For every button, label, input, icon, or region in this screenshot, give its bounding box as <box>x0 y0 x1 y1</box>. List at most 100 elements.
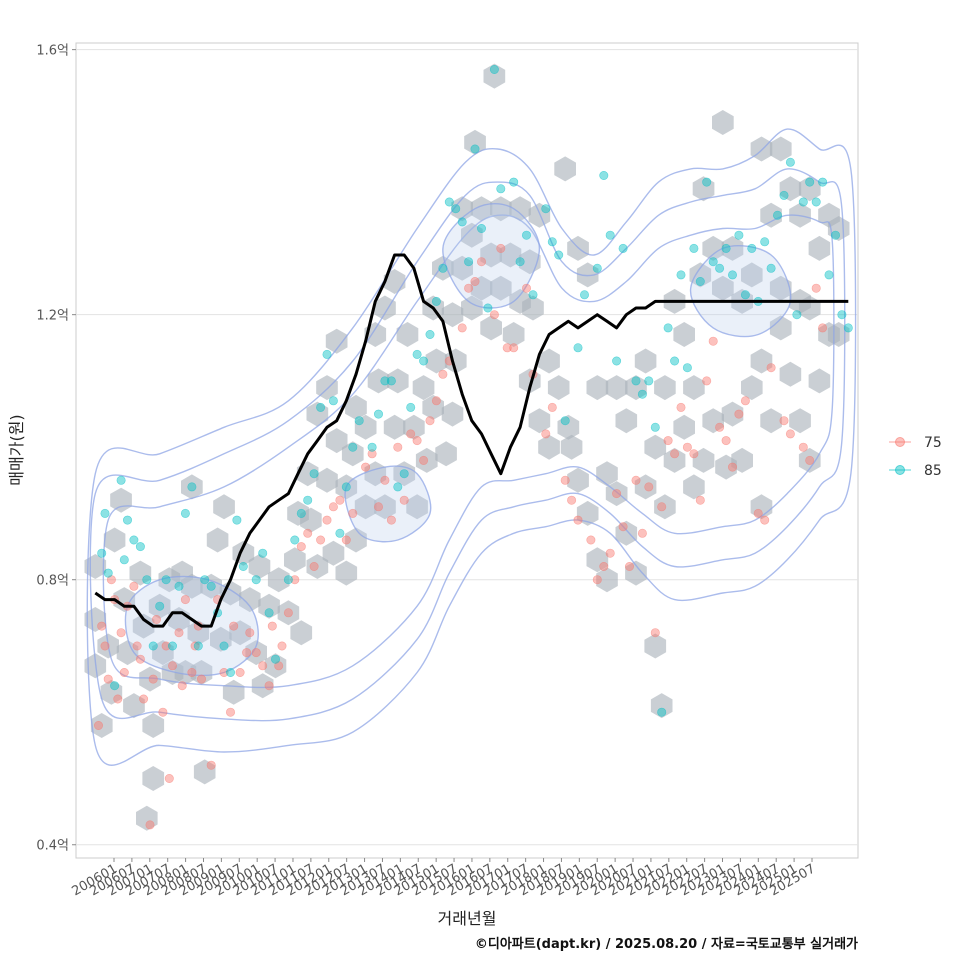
hexbin-cell <box>345 394 367 420</box>
scatter-point-85 <box>772 210 782 220</box>
hexbin-cell <box>461 295 483 321</box>
hexbin-cell <box>721 235 744 261</box>
hexbin-cell <box>354 494 377 520</box>
hexbin-cell <box>322 540 345 566</box>
hexbin-cell <box>625 375 647 401</box>
hexbin-cell <box>605 375 628 401</box>
scatter-point-85 <box>283 575 293 585</box>
scatter-point-85 <box>521 230 531 240</box>
scatter-point-85 <box>322 349 332 359</box>
scatter-point-75 <box>190 641 200 651</box>
hexbin-cell <box>586 375 609 401</box>
scatter-point-85 <box>670 356 680 366</box>
scatter-point-75 <box>264 681 274 691</box>
hexbin-cell <box>248 554 271 579</box>
hexbin-cell <box>316 467 338 493</box>
scatter-point-85 <box>637 389 647 399</box>
hexbin-cell <box>251 673 274 699</box>
hexbin-cell <box>396 322 419 347</box>
scatter-point-75 <box>242 648 252 658</box>
scatter-point-85 <box>612 356 622 366</box>
scatter-point-85 <box>97 548 107 558</box>
scatter-point-85 <box>785 157 795 167</box>
scatter-point-75 <box>226 707 236 717</box>
scatter-point-85 <box>232 515 242 525</box>
scatter-point-85 <box>740 290 750 300</box>
hexbin-cell <box>702 408 724 434</box>
scatter-point-75 <box>727 462 737 472</box>
scatter-point-85 <box>715 263 725 273</box>
hexbin-cell <box>142 766 165 791</box>
hexbin-cell <box>557 414 580 440</box>
scatter-point-85 <box>747 243 757 253</box>
scatter-point-75 <box>798 442 808 452</box>
hexbin-cell <box>103 527 126 553</box>
scatter-point-85 <box>155 601 165 611</box>
hexbin-cell <box>528 202 551 228</box>
hexbin-cell <box>190 660 213 685</box>
scatter-point-75 <box>631 475 641 485</box>
trend-line <box>94 253 849 628</box>
hexbin-cell <box>673 414 695 440</box>
scatter-point-85 <box>393 482 403 492</box>
hexbin-cell <box>689 262 712 288</box>
scatter-point-85 <box>509 177 519 187</box>
scatter-point-75 <box>715 422 725 432</box>
scatter-point-75 <box>650 628 660 638</box>
scatter-point-75 <box>367 449 377 459</box>
scatter-point-85 <box>779 190 789 200</box>
scatter-point-75 <box>296 542 306 552</box>
hexbin-cell <box>560 434 583 460</box>
scatter-point-85 <box>663 323 673 333</box>
hexbin-cell <box>721 401 744 427</box>
hexbin-cell <box>422 394 444 420</box>
scatter-point-85 <box>451 204 461 214</box>
hexbin-cell <box>393 461 416 487</box>
hexbin-cell <box>741 262 763 288</box>
hexbin-cell <box>538 348 560 374</box>
hexbin-cell <box>769 136 792 162</box>
hexbin-cell <box>148 593 171 619</box>
scatter-point-75 <box>618 522 628 532</box>
scatter-point-75 <box>245 628 255 638</box>
hexbin-cell <box>90 713 113 738</box>
scatter-point-75 <box>521 283 531 293</box>
scatter-point-85 <box>695 276 705 286</box>
hexbin-cell <box>615 408 638 434</box>
hexbin-cell <box>425 348 448 374</box>
scatter-point-75 <box>152 614 162 624</box>
scatter-point-85 <box>837 310 847 320</box>
hexbin-cell <box>213 494 235 520</box>
scatter-point-75 <box>676 402 686 412</box>
hexbin-cell <box>789 408 811 434</box>
scatter-point-75 <box>785 429 795 439</box>
source-caption: ©디아파트(dapt.kr) / 2025.08.20 / 자료=국토교통부 실… <box>475 936 858 952</box>
scatter-point-85 <box>419 356 429 366</box>
scatter-point-85 <box>792 310 802 320</box>
scatter-point-75 <box>573 515 583 525</box>
scatter-point-75 <box>316 535 326 545</box>
hexbin-cell <box>258 593 280 619</box>
scatter-point-75 <box>779 416 789 426</box>
scatter-point-75 <box>335 495 345 505</box>
scatter-point-85 <box>238 561 248 571</box>
hexbin-cell <box>306 401 329 427</box>
hexbin-cell <box>615 520 638 546</box>
scatter-point-75 <box>174 628 184 638</box>
scatter-point-75 <box>180 595 190 605</box>
hexbin-cell <box>200 573 222 599</box>
hexbin-cell <box>415 447 438 473</box>
hexbin-cell <box>634 348 657 374</box>
scatter-point-85 <box>541 204 551 214</box>
scatter-point-75 <box>425 416 435 426</box>
legend-key-dot-75 <box>895 437 905 447</box>
scatter-point-85 <box>515 257 525 267</box>
scatter-point-75 <box>197 674 207 684</box>
hexbin-cell <box>625 560 647 586</box>
hexbin-cell <box>306 554 329 579</box>
scatter-point-75 <box>341 535 351 545</box>
scatter-point-85 <box>734 230 744 240</box>
scatter-point-85 <box>296 508 306 518</box>
